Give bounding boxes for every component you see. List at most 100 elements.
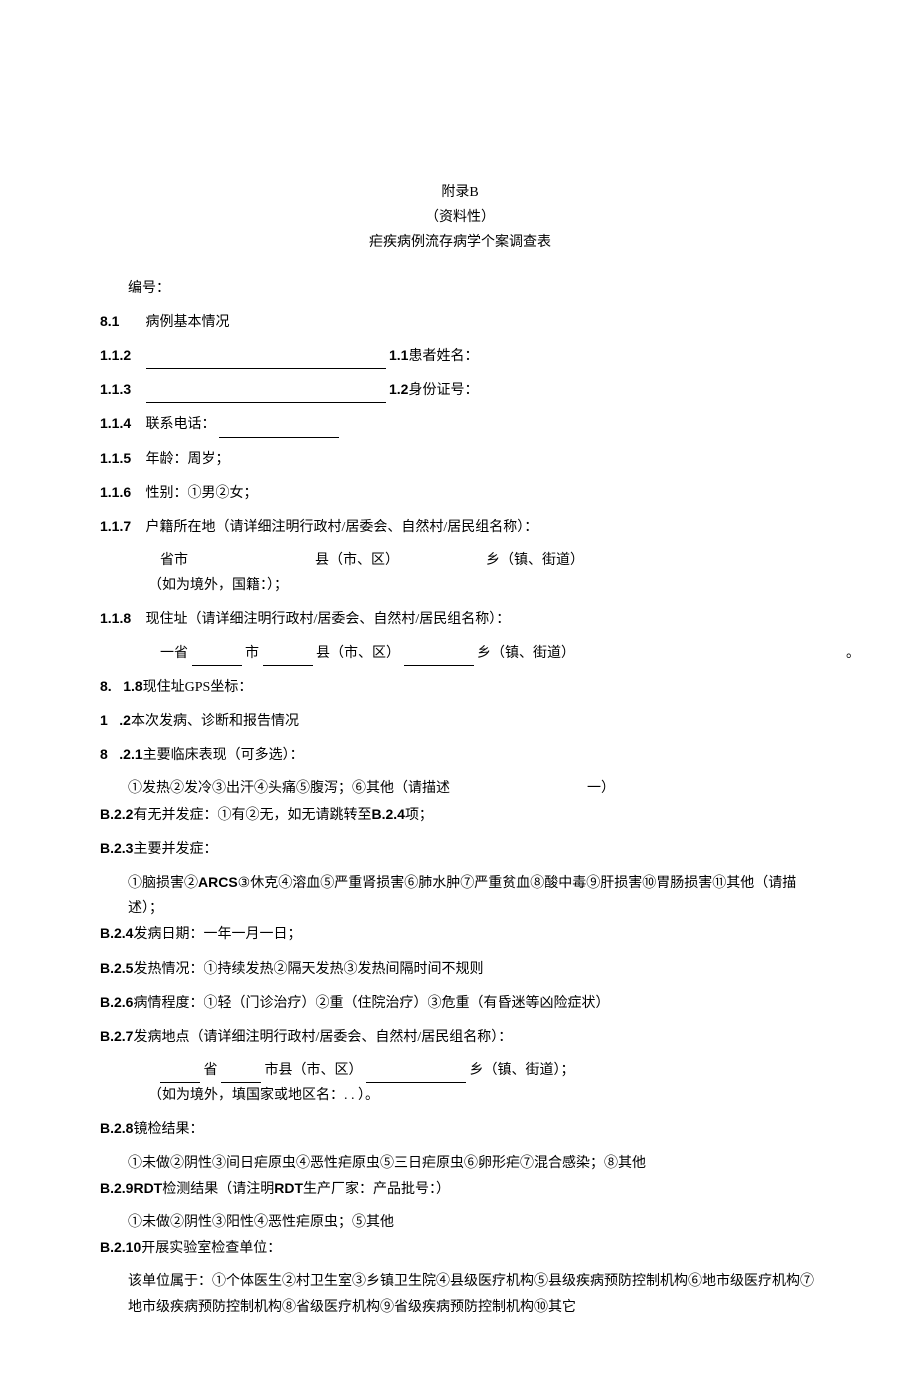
item-num: 1.1.2 xyxy=(100,343,142,368)
label-text: 主要并发症： xyxy=(133,842,217,857)
period: 。 xyxy=(846,641,860,666)
addr-county: 县（市、区） xyxy=(316,646,400,661)
section-1-2: 1 .2本次发病、诊断和报告情况 xyxy=(100,708,820,734)
label-text: 现住址（请详细注明行政村/居委会、自然村/居民组名称）： xyxy=(146,612,511,627)
item-8-2-1-options: ①发热②发冷③出汗④头痛⑤腹泻；⑥其他（请描述 一） xyxy=(100,776,820,801)
blank-line xyxy=(146,368,386,369)
addr-county: 县（市、区） xyxy=(315,553,399,568)
document-header: 附录B （资料性） 疟疾病例流存病学个案调查表 xyxy=(100,180,820,256)
blank-line xyxy=(219,437,339,438)
item-b-2-7-address: 省 市县（市、区） 乡（镇、街道）； xyxy=(100,1058,820,1083)
item-num-sub: .2 xyxy=(119,712,131,728)
label-text: 病情程度：①轻（门诊治疗）②重（住院治疗）③危重（有昏迷等凶险症状） xyxy=(133,996,609,1011)
item-num: B.2.5 xyxy=(100,960,133,976)
item-num: 1.1.3 xyxy=(100,377,142,402)
label-text: 身份证号： xyxy=(408,383,478,398)
item-8-1-8: 8. 1.8现住址GPS坐标： xyxy=(100,674,820,700)
item-num-sub: 1.8 xyxy=(123,678,142,694)
options-text: ①未做②阴性③阳性④恶性疟原虫；⑤其他 xyxy=(128,1215,394,1230)
addr-city-county: 市县（市、区） xyxy=(265,1063,363,1078)
item-num-main: 8 xyxy=(100,746,108,762)
informative-note: （资料性） xyxy=(100,205,820,230)
label-text: 发热情况：①持续发热②隔天发热③发热间隔时间不规则 xyxy=(133,962,483,977)
tail-text: 项； xyxy=(405,808,433,823)
addr-town: 乡（镇、街道）； xyxy=(470,1063,575,1078)
sub-num: 1.2 xyxy=(389,381,408,397)
item-1-1-2: 1.1.2 1.1患者姓名： xyxy=(100,343,820,369)
label-text: 本次发病、诊断和报告情况 xyxy=(131,714,299,729)
item-b-2-10: B.2.10开展实验室检查单位： xyxy=(100,1235,820,1261)
item-num: B.2.9RDT xyxy=(100,1180,162,1196)
item-b-2-9: B.2.9RDT检测结果（请注明RDT生产厂家：产品批号：） xyxy=(100,1176,820,1202)
item-num: B.2.10 xyxy=(100,1239,141,1255)
addr-province: 省市 xyxy=(160,553,188,568)
tail-text: 生产厂家：产品批号：） xyxy=(303,1182,450,1197)
options-end: 一） xyxy=(587,781,615,796)
item-num: B.2.6 xyxy=(100,994,133,1010)
item-1-1-6: 1.1.6 性别：①男②女； xyxy=(100,480,820,506)
addr-town: 乡（镇、街道） xyxy=(477,646,575,661)
item-num: 1.1.8 xyxy=(100,606,142,631)
item-num: B.2.3 xyxy=(100,840,133,856)
section-8-1: 8.1 病例基本情况 xyxy=(100,309,820,335)
item-8-2-1: 8 .2.1主要临床表现（可多选）： xyxy=(100,742,820,768)
arcs-text: ARCS xyxy=(198,874,238,890)
sub-num: 1.1 xyxy=(389,347,408,363)
label-text: 发病日期：一年一月一日； xyxy=(133,927,301,942)
blank-line xyxy=(404,665,474,666)
section-title-text: 病例基本情况 xyxy=(146,315,230,330)
blank-line xyxy=(366,1082,466,1083)
label-text: 现住址GPS坐标： xyxy=(143,680,253,695)
blank-line xyxy=(263,665,313,666)
note-text: （如为境外，填国家或地区名：. . ）。 xyxy=(148,1088,379,1103)
ref-text: B.2.4 xyxy=(371,806,404,822)
label-text: 检测结果（请注明 xyxy=(162,1182,274,1197)
item-1-1-7-address: 省市 县（市、区） 乡（镇、街道） xyxy=(100,548,820,573)
rdt-text: RDT xyxy=(274,1180,303,1196)
serial-number-field: 编号： xyxy=(100,276,820,301)
options-text: ①未做②阴性③间日疟原虫④恶性疟原虫⑤三日疟原虫⑥卵形疟⑦混合感染；⑧其他 xyxy=(128,1156,646,1171)
addr-province: 一省 xyxy=(160,646,188,661)
document-title: 疟疾病例流存病学个案调查表 xyxy=(100,230,820,255)
item-1-1-7: 1.1.7 户籍所在地（请详细注明行政村/居委会、自然村/居民组名称）： xyxy=(100,514,820,540)
label-text: 镜检结果： xyxy=(133,1122,203,1137)
item-num: B.2.2 xyxy=(100,806,133,822)
serial-label: 编号： xyxy=(128,281,170,296)
item-num: 1.1.5 xyxy=(100,446,142,471)
item-num: B.2.7 xyxy=(100,1028,133,1044)
addr-city: 市 xyxy=(245,646,259,661)
blank-line xyxy=(146,402,386,403)
label-text: 发病地点（请详细注明行政村/居委会、自然村/居民组名称）： xyxy=(133,1030,512,1045)
note-text: （如为境外，国籍：）； xyxy=(148,578,288,593)
item-num: 1.1.4 xyxy=(100,411,142,436)
item-1-1-5: 1.1.5 年龄：周岁； xyxy=(100,446,820,472)
section-num: 8.1 xyxy=(100,309,142,334)
label-text: 患者姓名： xyxy=(408,349,478,364)
label-text: 年龄：周岁； xyxy=(146,452,230,467)
item-num-sub: .2.1 xyxy=(119,746,142,762)
item-num-main: 1 xyxy=(100,712,108,728)
item-num: 1.1.7 xyxy=(100,514,142,539)
label-text: 性别：①男②女； xyxy=(146,486,258,501)
item-1-1-8: 1.1.8 现住址（请详细注明行政村/居委会、自然村/居民组名称）： xyxy=(100,606,820,632)
options-text: ①发热②发冷③出汗④头痛⑤腹泻；⑥其他（请描述 xyxy=(128,781,450,796)
item-b-2-5: B.2.5发热情况：①持续发热②隔天发热③发热间隔时间不规则 xyxy=(100,956,820,982)
options-text: 该单位属于：①个体医生②村卫生室③乡镇卫生院④县级医疗机构⑤县级疾病预防控制机构… xyxy=(128,1274,814,1314)
appendix-label: 附录B xyxy=(100,180,820,205)
item-b-2-3: B.2.3主要并发症： xyxy=(100,836,820,862)
item-num: B.2.8 xyxy=(100,1120,133,1136)
item-b-2-6: B.2.6病情程度：①轻（门诊治疗）②重（住院治疗）③危重（有昏迷等凶险症状） xyxy=(100,990,820,1016)
label-text: 联系电话： xyxy=(146,417,216,432)
item-b-2-8: B.2.8镜检结果： xyxy=(100,1116,820,1142)
item-num: 1.1.6 xyxy=(100,480,142,505)
item-b-2-10-options: 该单位属于：①个体医生②村卫生室③乡镇卫生院④县级医疗机构⑤县级疾病预防控制机构… xyxy=(100,1269,820,1319)
item-b-2-4: B.2.4发病日期：一年一月一日； xyxy=(100,921,820,947)
item-1-1-3: 1.1.3 1.2身份证号： xyxy=(100,377,820,403)
label-text: 有无并发症：①有②无，如无请跳转至 xyxy=(133,808,371,823)
item-b-2-9-options: ①未做②阴性③阳性④恶性疟原虫；⑤其他 xyxy=(100,1210,820,1235)
item-b-2-7: B.2.7发病地点（请详细注明行政村/居委会、自然村/居民组名称）： xyxy=(100,1024,820,1050)
label-text: 户籍所在地（请详细注明行政村/居委会、自然村/居民组名称）： xyxy=(146,520,539,535)
item-1-1-8-address: 一省 市 县（市、区） 乡（镇、街道） 。 xyxy=(100,641,820,666)
addr-province: 省 xyxy=(204,1063,218,1078)
label-text: 主要临床表现（可多选）： xyxy=(143,748,304,763)
